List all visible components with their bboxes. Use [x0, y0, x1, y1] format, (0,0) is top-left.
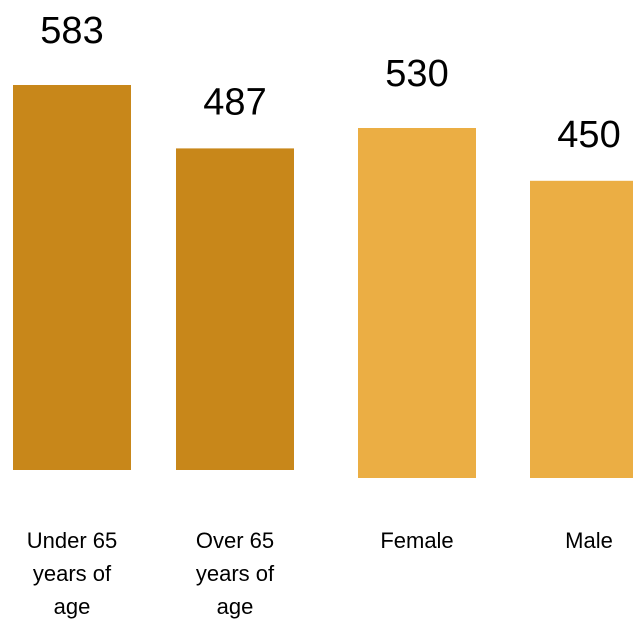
category-label-2: Over 65 years of age	[196, 528, 275, 619]
category-labels-group: Under 65 years of age Over 65 years of age Fem…	[27, 528, 613, 619]
category-label-line: Male	[565, 528, 613, 553]
category-label-3: Female	[380, 528, 453, 553]
bar-2	[176, 148, 294, 470]
category-label-line: Under 65	[27, 528, 118, 553]
category-label-4: Male	[565, 528, 613, 553]
bar-4	[530, 180, 633, 479]
category-label-line: years of	[33, 561, 112, 586]
value-label-3: 530	[385, 53, 448, 95]
bars-group	[13, 85, 633, 479]
category-label-line: years of	[196, 561, 275, 586]
value-labels-group: 583 487 530 450	[40, 10, 620, 156]
bar-1	[13, 85, 131, 470]
value-label-2: 487	[203, 81, 266, 123]
value-label-1: 583	[40, 10, 103, 52]
category-label-1: Under 65 years of age	[27, 528, 118, 619]
value-label-4: 450	[557, 114, 620, 156]
bar-3	[358, 128, 476, 478]
category-label-line: age	[54, 594, 91, 619]
category-label-line: Over 65	[196, 528, 274, 553]
category-label-line: Female	[380, 528, 453, 553]
category-label-line: age	[217, 594, 254, 619]
